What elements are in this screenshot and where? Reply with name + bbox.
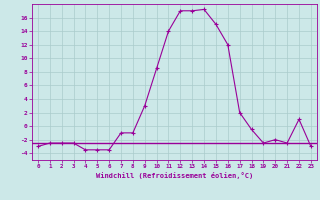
X-axis label: Windchill (Refroidissement éolien,°C): Windchill (Refroidissement éolien,°C)	[96, 172, 253, 179]
